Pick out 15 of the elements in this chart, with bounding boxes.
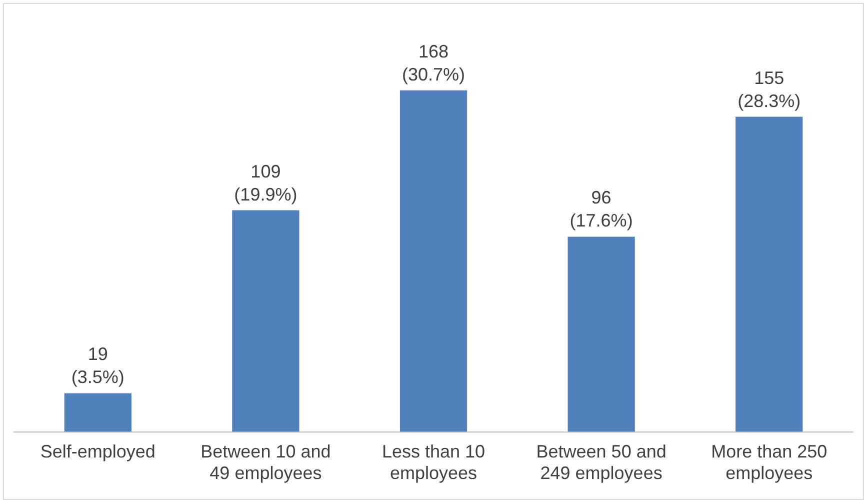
bar bbox=[400, 90, 468, 432]
bar bbox=[568, 236, 635, 432]
x-tick-label: Between 50 and 249 employees bbox=[536, 442, 666, 484]
data-label: 96 (17.6%) bbox=[570, 188, 633, 231]
bar bbox=[736, 116, 803, 432]
x-tick-label: More than 250 employees bbox=[711, 442, 828, 484]
data-label: 155 (28.3%) bbox=[738, 68, 801, 111]
x-tick-label: Between 10 and 49 employees bbox=[200, 442, 331, 484]
bar bbox=[232, 210, 300, 432]
data-label: 168 (30.7%) bbox=[402, 41, 466, 84]
x-tick-label: Self-employed bbox=[40, 442, 156, 462]
bar bbox=[64, 393, 132, 432]
data-label: 109 (19.9%) bbox=[234, 161, 298, 204]
data-label: 19 (3.5%) bbox=[71, 344, 124, 388]
x-tick-label: Less than 10 employees bbox=[382, 442, 486, 484]
